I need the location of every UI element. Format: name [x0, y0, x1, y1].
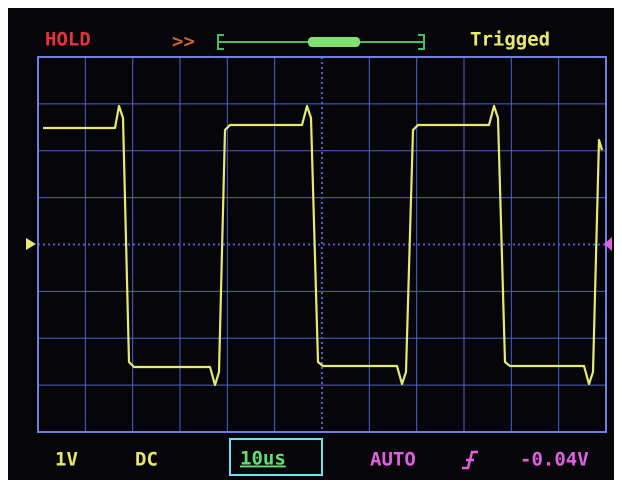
oscilloscope-screen: HOLD >> Trigged 1V DC 10us AUTO -0.04V [0, 0, 622, 488]
coupling: DC [135, 449, 158, 471]
page: HOLD >> Trigged 1V DC 10us AUTO -0.04V (… [0, 0, 622, 488]
arrows: >> [172, 31, 195, 53]
time-per-div: 10us [240, 448, 286, 470]
trigger-level: -0.04V [520, 449, 589, 471]
trigger-state: Trigged [470, 29, 550, 51]
trigger-mode: AUTO [370, 449, 416, 471]
mode-label: HOLD [45, 29, 91, 51]
position-indicator [308, 37, 360, 47]
volts-per-div: 1V [55, 449, 78, 471]
